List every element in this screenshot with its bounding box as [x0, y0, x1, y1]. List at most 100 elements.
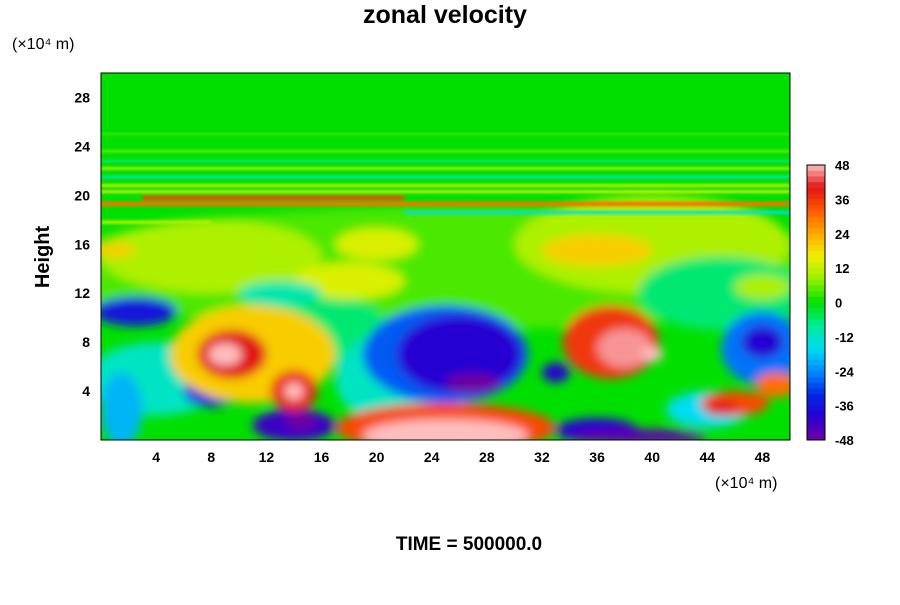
colorbar-band [807, 354, 825, 361]
field-cell [704, 400, 738, 416]
field-band [101, 133, 790, 135]
x-tick-label: 4 [152, 449, 160, 465]
colorbar-band [807, 205, 825, 212]
colorbar-band [807, 262, 825, 269]
colorbar-band [807, 319, 825, 326]
y-tick-label: 16 [74, 236, 90, 252]
colorbar-band [807, 228, 825, 235]
field-band [101, 167, 790, 170]
colorbar-band [807, 296, 825, 303]
colorbar-band [807, 313, 825, 321]
field-band [101, 190, 790, 193]
colorbar-bands [807, 165, 825, 441]
field-cell [101, 243, 136, 258]
field-cell [362, 419, 529, 440]
x-tick-label: 24 [424, 449, 440, 465]
y-axis-unit: (×10⁴ m) [12, 36, 74, 53]
colorbar-band [807, 256, 825, 263]
colorbar-band [807, 308, 825, 315]
colorbar-band [807, 210, 825, 217]
field-cell [597, 328, 653, 368]
field-blobs [101, 195, 790, 440]
field-cell [335, 228, 418, 261]
x-tick-label: 20 [369, 449, 385, 465]
y-tick-label: 8 [82, 334, 90, 350]
field-cell [238, 280, 322, 306]
colorbar-frame [806, 164, 826, 441]
colorbar-band [807, 359, 825, 366]
heatmap-field [101, 73, 790, 440]
colorbar-band [807, 371, 825, 378]
colorbar-band [807, 434, 825, 441]
x-tick-label: 40 [644, 449, 660, 465]
field-cell [541, 234, 653, 267]
colorbar-band [807, 411, 825, 418]
field-cell [741, 326, 784, 359]
field-cell [641, 347, 664, 362]
field-cell [755, 372, 790, 398]
field-band [101, 150, 790, 153]
chart-title: zonal velocity [363, 1, 527, 29]
field-band [404, 210, 790, 214]
colorbar-band [807, 268, 825, 275]
field-band [101, 201, 790, 207]
colorbar-band [807, 245, 825, 252]
x-tick-label: 36 [589, 449, 605, 465]
colorbar-band [807, 382, 825, 389]
colorbar-band [807, 348, 825, 355]
colorbar-band [807, 187, 825, 195]
field-cell [101, 296, 177, 327]
field-band [142, 195, 405, 200]
field-cell [101, 219, 322, 294]
y-tick-label: 28 [74, 89, 90, 105]
colorbar-band [807, 428, 825, 435]
colorbar-band [807, 394, 825, 401]
colorbar-band [807, 170, 825, 177]
field-cell [293, 262, 405, 300]
colorbar-band [807, 216, 825, 223]
field-band [101, 160, 790, 162]
colorbar-ticks: 48 36 24 12 0 -12 -24 -36 -48 [835, 158, 855, 448]
field-band [101, 220, 212, 225]
y-tick-label: 12 [74, 285, 90, 301]
colorbar-band [807, 388, 825, 395]
x-tick-label: 12 [259, 449, 275, 465]
colorbar-band [807, 182, 825, 189]
field-cell [285, 413, 316, 431]
x-tick-label: 8 [207, 449, 215, 465]
colorbar-band [807, 165, 825, 172]
field-band [101, 184, 790, 188]
colorbar: 48 36 24 12 0 -12 -24 -36 -48 [806, 158, 855, 448]
colorbar-band [807, 176, 825, 183]
colorbar-band [807, 193, 825, 200]
colorbar-tick-label: -36 [835, 399, 854, 414]
colorbar-band [807, 279, 825, 286]
colorbar-band [807, 302, 825, 309]
colorbar-band [807, 273, 825, 280]
x-axis-ticks: 4 8 12 16 20 24 28 32 36 40 44 48 [152, 449, 770, 465]
x-axis-unit: (×10⁴ m) [715, 475, 777, 492]
field-cell [397, 315, 522, 394]
x-tick-label: 16 [314, 449, 330, 465]
colorbar-band [807, 285, 825, 292]
colorbar-band [807, 422, 825, 429]
colorbar-tick-label: -48 [835, 433, 854, 448]
colorbar-band [807, 336, 825, 344]
colorbar-tick-label: 24 [835, 227, 850, 242]
field-cell [284, 382, 304, 400]
plot-frame [100, 72, 791, 441]
field-cell [541, 362, 570, 383]
colorbar-band [807, 233, 825, 240]
colorbar-tick-label: 48 [835, 158, 849, 173]
colorbar-band [807, 417, 825, 424]
colorbar-band [807, 199, 825, 206]
colorbar-band [807, 331, 825, 338]
y-tick-label: 20 [74, 187, 90, 203]
y-axis-label: Height [32, 226, 54, 289]
colorbar-band [807, 342, 825, 349]
colorbar-tick-label: -24 [835, 364, 855, 379]
field-cell [208, 343, 242, 366]
time-label: TIME = 500000.0 [396, 534, 542, 555]
y-tick-label: 4 [82, 383, 90, 399]
x-tick-label: 28 [479, 449, 495, 465]
